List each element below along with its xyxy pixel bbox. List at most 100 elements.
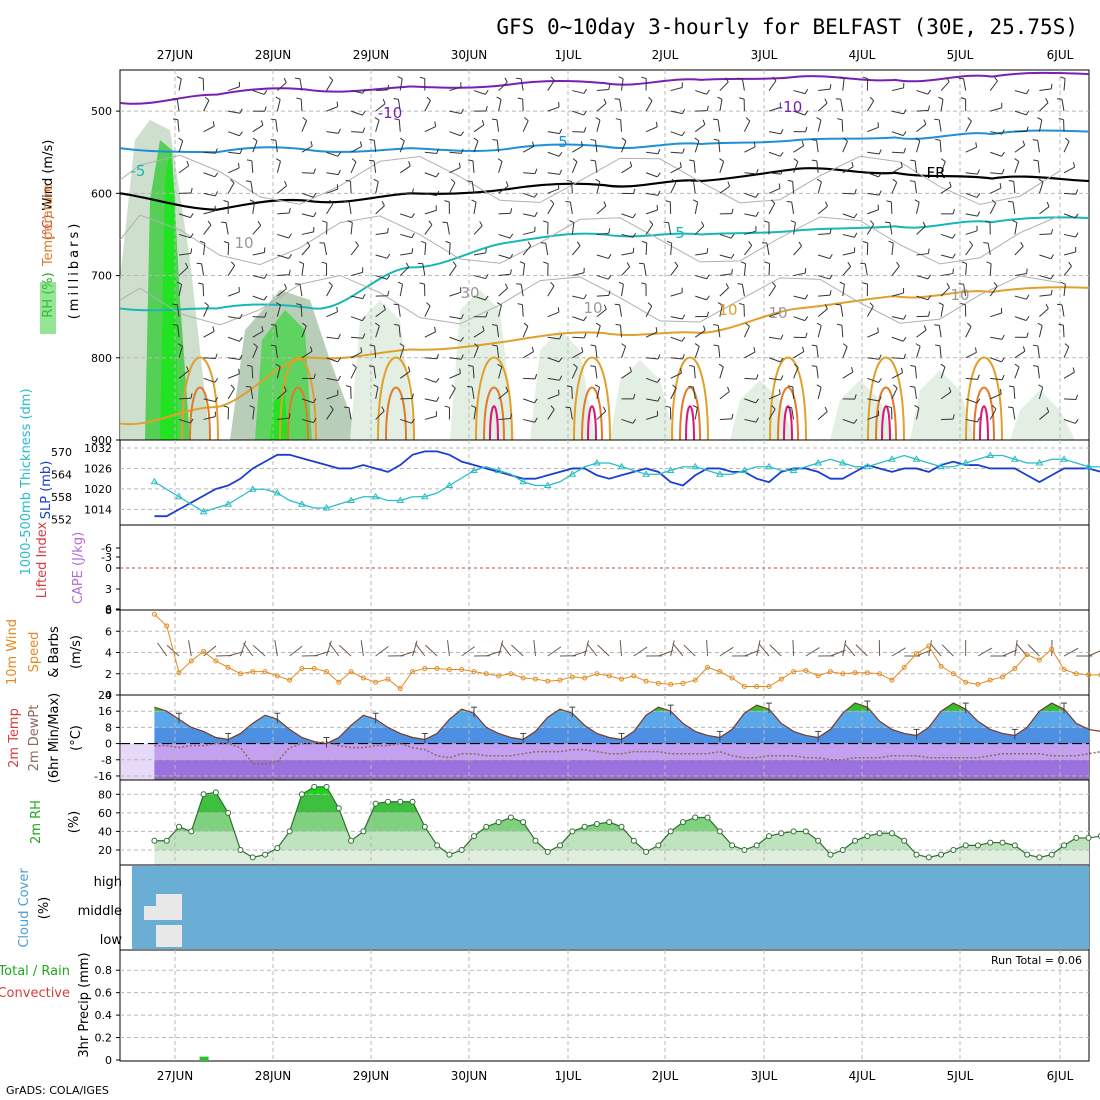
wind-barb-flag xyxy=(374,322,380,327)
wind-barb-flag xyxy=(730,253,735,259)
wind-barb xyxy=(842,192,855,195)
wind-barb xyxy=(891,387,898,400)
wind-barb xyxy=(203,192,216,197)
wind-barb xyxy=(768,80,777,91)
wind-barb xyxy=(299,78,303,91)
wind-barb xyxy=(695,275,707,280)
wind-barb xyxy=(1014,110,1027,116)
wind-barb xyxy=(523,231,535,235)
wind-barb xyxy=(227,167,240,174)
warm-loop xyxy=(679,386,701,441)
wind-barb xyxy=(621,284,624,297)
rh-marker xyxy=(200,791,207,798)
wind-barb-flag xyxy=(829,84,832,90)
wind-barb-flag xyxy=(656,378,661,383)
thickness-marker xyxy=(715,470,724,477)
wind-barb-flag xyxy=(829,290,832,296)
wind-barb xyxy=(596,103,607,112)
wind-barb xyxy=(547,80,555,91)
wind-barb xyxy=(817,325,822,338)
surface-barb xyxy=(511,644,524,657)
axis-label: 2m Temp xyxy=(7,708,22,768)
wind-barb xyxy=(448,182,456,194)
wind-barb xyxy=(695,252,708,256)
wind-barb-flag xyxy=(713,138,719,141)
wind-speed-marker xyxy=(1000,674,1006,680)
wind-barb xyxy=(793,367,799,379)
wind-barb-flag xyxy=(361,316,366,321)
wind-speed-marker xyxy=(545,678,551,684)
wind-barb xyxy=(768,172,781,175)
wind-barb-flag xyxy=(952,414,955,420)
rh-marker xyxy=(532,837,539,844)
wind-barb-flag xyxy=(509,233,514,239)
wind-barb xyxy=(596,119,601,132)
wind-barb xyxy=(375,89,388,92)
rh-shade-region xyxy=(450,290,515,440)
wind-barb-flag xyxy=(460,314,464,320)
wind-barb xyxy=(989,408,997,420)
wind-barb-flag xyxy=(851,161,854,167)
wind-barb-flag xyxy=(583,88,587,94)
wind-barb xyxy=(326,172,339,176)
wind-barb-flag xyxy=(655,121,658,128)
wind-barb-flag xyxy=(329,405,334,410)
rh-marker xyxy=(298,791,305,798)
wind-barb-flag xyxy=(1045,98,1049,104)
wind-barb-flag xyxy=(172,303,178,306)
wind-speed-marker xyxy=(274,673,280,679)
wind-barb xyxy=(1063,346,1070,358)
wind-barb xyxy=(473,295,486,301)
wind-speed-marker xyxy=(754,684,760,689)
wind-barb xyxy=(939,345,942,358)
wind-barb xyxy=(228,357,241,360)
rh-marker xyxy=(864,833,871,840)
wind-barb xyxy=(914,160,917,173)
wind-barb-flag xyxy=(1022,140,1026,146)
wind-barb xyxy=(621,418,634,424)
rh-marker xyxy=(421,823,428,830)
wind-barb xyxy=(399,78,403,91)
wind-barb xyxy=(572,295,585,300)
bottom-date-label: 29JUN xyxy=(353,1069,390,1083)
wind-barb xyxy=(791,201,795,214)
wind-barb-flag xyxy=(923,325,927,331)
rh-marker xyxy=(262,851,269,858)
wind-barb-flag xyxy=(399,137,405,142)
wind-barb xyxy=(498,418,511,420)
wind-speed-marker xyxy=(1024,652,1030,658)
wind-barb-flag xyxy=(497,363,503,368)
wind-barb xyxy=(793,110,806,116)
wind-barb-flag xyxy=(618,281,624,285)
wind-barb-flag xyxy=(829,274,833,280)
rh-marker xyxy=(679,819,686,826)
wind-speed-marker xyxy=(815,673,821,679)
wind-barb-flag xyxy=(368,365,374,367)
axis-label: (6hr Min/Max) xyxy=(47,693,62,783)
wind-barb xyxy=(916,225,926,235)
thickness-marker xyxy=(445,481,454,488)
wind-barb-flag xyxy=(590,344,596,347)
axis-label-part: 2m RH xyxy=(29,800,44,844)
wind-barb-flag xyxy=(420,240,426,244)
bottom-date-axis: 27JUN 28JUN 29JUN 30JUN 1JUL 2JUL 3JUL 4JUL 5JUL… xyxy=(157,1069,1074,1083)
wind-barb xyxy=(916,346,921,358)
y-tick-label: 60 xyxy=(98,807,112,820)
wind-barb xyxy=(228,110,241,114)
wind-barb xyxy=(498,287,508,297)
wind-barb xyxy=(275,325,278,338)
wind-barb-flag xyxy=(504,77,508,83)
wind-barb-flag xyxy=(986,261,992,265)
rh-marker xyxy=(618,823,625,830)
wind-barb-flag xyxy=(215,353,218,359)
axis-label-part: (°C) xyxy=(69,725,84,751)
wind-barb xyxy=(643,263,647,276)
wind-barb-flag xyxy=(230,384,235,389)
wind-speed-marker xyxy=(311,665,317,671)
wind-barb xyxy=(178,165,190,174)
wind-barb-flag xyxy=(543,220,549,223)
wind-barb-flag xyxy=(633,393,636,399)
wind-barb-flag xyxy=(884,221,890,224)
surface-barb xyxy=(314,650,330,657)
